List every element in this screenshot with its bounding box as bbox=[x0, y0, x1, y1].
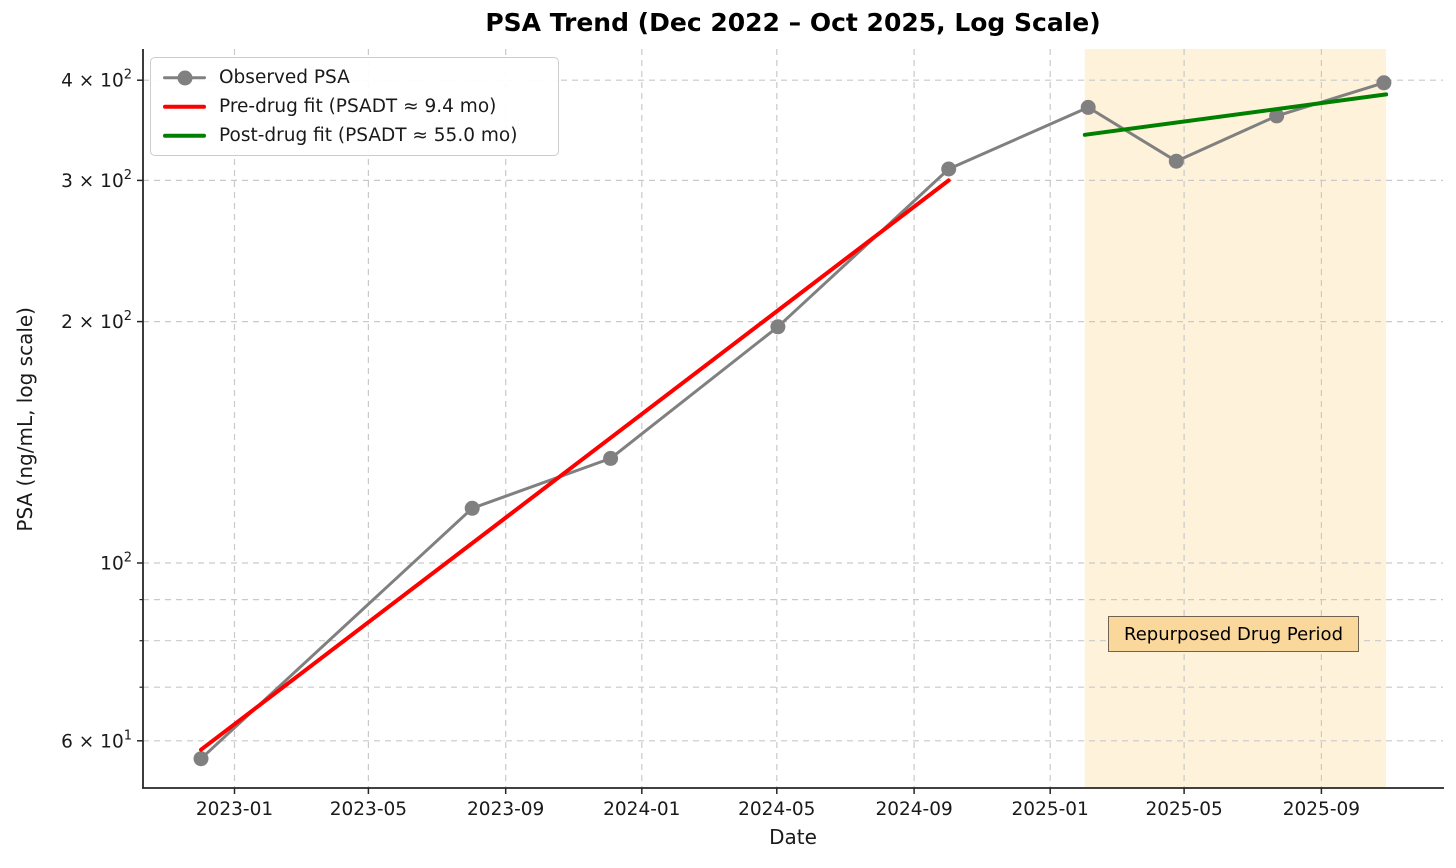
observed-point bbox=[941, 161, 957, 177]
observed-point bbox=[1269, 108, 1285, 124]
x-tick-label: 2025-09 bbox=[1283, 799, 1360, 820]
y-tick-label: 4 × 102 bbox=[61, 68, 132, 92]
observed-point bbox=[603, 450, 619, 466]
x-tick-label: 2023-09 bbox=[467, 799, 544, 820]
observed-point bbox=[464, 500, 480, 516]
x-tick-label: 2025-01 bbox=[1012, 799, 1089, 820]
gridlines bbox=[143, 49, 1443, 788]
legend-item-observed: Observed PSA bbox=[162, 65, 546, 90]
x-axis-label: Date bbox=[769, 825, 817, 849]
post-drug-fit-line-sample bbox=[162, 126, 207, 145]
legend: Observed PSA Pre-drug fit (PSADT ≈ 9.4 m… bbox=[150, 57, 559, 156]
pre-drug-fit-line bbox=[199, 178, 951, 752]
x-tick-label: 2024-05 bbox=[738, 799, 815, 820]
y-tick-label: 3 × 102 bbox=[61, 168, 132, 192]
repurposed-drug-period-label: Repurposed Drug Period bbox=[1108, 616, 1359, 652]
y-axis-label-wrap: PSA (ng/mL, log scale) bbox=[8, 0, 42, 838]
legend-label-post-drug-fit: Post-drug fit (PSADT ≈ 55.0 mo) bbox=[219, 125, 518, 146]
observed-marker-icon bbox=[177, 70, 192, 85]
legend-label-observed: Observed PSA bbox=[219, 67, 350, 88]
y-tick-label: 6 × 101 bbox=[61, 728, 132, 752]
observed-point bbox=[193, 751, 209, 767]
pre-drug-fit-line-sample bbox=[162, 97, 207, 116]
post-drug-fit-line bbox=[1082, 92, 1389, 137]
observed-point bbox=[1168, 153, 1184, 169]
y-tick-label: 102 bbox=[100, 551, 132, 575]
legend-label-pre-drug-fit: Pre-drug fit (PSADT ≈ 9.4 mo) bbox=[219, 96, 497, 117]
x-tick-label: 2024-09 bbox=[875, 799, 952, 820]
x-tick-label: 2025-05 bbox=[1145, 799, 1222, 820]
y-tick-label: 2 × 102 bbox=[61, 309, 132, 333]
post-drug-fit-sample-line bbox=[163, 133, 206, 138]
chart-title: PSA Trend (Dec 2022 – Oct 2025, Log Scal… bbox=[485, 8, 1101, 37]
observed-point bbox=[770, 319, 786, 335]
x-tick-label: 2023-01 bbox=[196, 799, 273, 820]
repurposed-drug-period-region bbox=[1084, 49, 1387, 788]
observed-point bbox=[1376, 75, 1392, 91]
legend-item-post-drug-fit: Post-drug fit (PSADT ≈ 55.0 mo) bbox=[162, 123, 546, 148]
y-axis-label: PSA (ng/mL, log scale) bbox=[13, 306, 37, 532]
observed-line-sample bbox=[162, 68, 207, 87]
x-tick-label: 2024-01 bbox=[603, 799, 680, 820]
observed-point bbox=[1080, 99, 1096, 115]
pre-drug-fit-sample-line bbox=[163, 104, 206, 109]
x-tick-label: 2023-05 bbox=[330, 799, 407, 820]
legend-item-pre-drug-fit: Pre-drug fit (PSADT ≈ 9.4 mo) bbox=[162, 94, 546, 119]
